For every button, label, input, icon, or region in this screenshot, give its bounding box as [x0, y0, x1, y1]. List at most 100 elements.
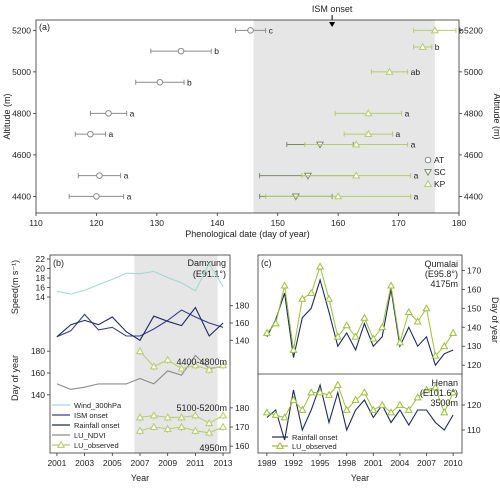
lu-observed-point	[440, 342, 449, 350]
lu-observed-point	[298, 294, 307, 302]
y-tick-label: 180	[235, 301, 249, 311]
rainfall-onset-line	[56, 306, 224, 342]
x-tick-label: 160	[331, 218, 345, 228]
lu-observed-point	[360, 313, 369, 321]
ism-onset-line	[56, 309, 224, 338]
y-tick-label: 170	[235, 422, 249, 432]
y-tick-label: 140	[31, 390, 45, 400]
x-tick-label: 2004	[390, 458, 409, 468]
x-tick-label: 140	[210, 218, 224, 228]
lu-observed-point	[289, 345, 298, 353]
y-tick-label: 160	[235, 441, 249, 451]
y-tick-label: 20	[36, 264, 46, 274]
lu-observed-point	[135, 413, 145, 421]
lu-observed-point	[219, 411, 228, 419]
x-tick-label: 2005	[103, 458, 122, 468]
legend-symbol	[56, 440, 66, 448]
legend-label: LU_NDVI	[74, 431, 106, 440]
legend-label: ISM onset	[74, 411, 109, 420]
lu-observed-point	[395, 400, 404, 408]
lu-observed-point	[342, 321, 351, 329]
y-tick-label-right: 5000	[464, 67, 483, 77]
y-tick-label: 16	[36, 283, 46, 293]
lu-observed-point	[280, 281, 289, 289]
legend-label: AT	[434, 155, 444, 165]
x-tick-label: 180	[452, 218, 466, 228]
x-tick-label: 110	[29, 218, 43, 228]
lu-observed-point	[395, 338, 404, 346]
band-annotation: 4950m	[199, 443, 227, 453]
lu-observed-point	[422, 385, 431, 393]
lu-observed-point	[163, 424, 172, 432]
onset-label: ISM onset	[312, 4, 353, 14]
significance-label: ab	[411, 67, 421, 77]
x-axis-label: Year	[131, 473, 149, 483]
lu-observed-point	[271, 319, 280, 327]
x-tick-label: 2001	[364, 458, 383, 468]
plot-frame	[257, 254, 463, 454]
y-tick-label: 160	[467, 284, 481, 294]
lu-observed-point	[149, 422, 158, 430]
x-tick-label: 150	[271, 218, 285, 228]
y-axis-label: Day of year	[490, 297, 500, 343]
significance-label: b	[435, 42, 440, 52]
lu-observed-point	[449, 328, 458, 336]
y-tick-label: 4800	[12, 108, 31, 118]
at-point	[93, 193, 100, 200]
lu-observed-point	[369, 405, 378, 413]
kp-point	[352, 140, 361, 148]
significance-label: a	[411, 140, 416, 150]
at-point	[247, 27, 254, 34]
legend-symbol	[424, 156, 432, 164]
lu-observed-point	[351, 332, 360, 340]
significance-label: c	[269, 25, 274, 35]
y-tick-label-right: 5200	[464, 25, 483, 35]
y-tick-label: 140	[235, 335, 249, 345]
lu-observed-point	[289, 395, 298, 403]
lu-observed-point	[440, 408, 449, 416]
lu-observed-point	[298, 405, 307, 413]
x-tick-label: 1989	[257, 458, 276, 468]
legend-label: LU_observed	[292, 442, 337, 451]
legend-symbol	[275, 441, 285, 449]
significance-label: a	[405, 108, 410, 118]
y-axis-label-right: Altitude (m)	[492, 93, 500, 139]
lu-observed-point	[431, 383, 440, 391]
kp-point	[364, 109, 373, 117]
lu-observed-point	[191, 361, 200, 369]
station-coords: (E101.6°)	[420, 388, 458, 398]
lu-observed-point	[351, 395, 360, 403]
at-point	[96, 172, 103, 179]
lu-observed-point	[386, 408, 396, 416]
kp-point	[430, 26, 439, 34]
lu-observed-point	[360, 388, 369, 396]
x-tick-label: 170	[391, 218, 405, 228]
lu-observed-line	[266, 384, 454, 419]
x-tick-label: 1998	[337, 458, 356, 468]
lu-observed-point	[431, 351, 440, 359]
lu-observed-point	[449, 388, 458, 396]
lu-observed-point	[378, 400, 387, 408]
lu-observed-point	[149, 362, 158, 370]
significance-label: a	[414, 171, 419, 181]
y-axis-label-speed: Speed(m s⁻¹)	[10, 260, 20, 314]
significance-label: a	[124, 171, 129, 181]
x-tick-label: 2007	[131, 458, 150, 468]
lu-observed-point	[205, 418, 214, 427]
significance-label: a	[414, 191, 419, 201]
significance-label: b	[187, 77, 192, 87]
at-point	[156, 78, 164, 86]
significance-label: a	[396, 129, 401, 139]
x-axis-label: Year	[351, 473, 369, 483]
lu-observed-point	[307, 388, 316, 396]
kp-point	[418, 42, 427, 50]
lu-observed-point	[324, 390, 334, 398]
significance-label: b	[214, 46, 219, 56]
x-axis-label: Phenological date (day of year)	[185, 229, 310, 239]
lu-observed-point	[177, 413, 186, 421]
y-tick-label: 4400	[12, 191, 31, 201]
lu-observed-point	[413, 393, 422, 401]
band-annotation: 4400-4800m	[176, 357, 227, 367]
station-label: Qumalai	[424, 259, 458, 269]
